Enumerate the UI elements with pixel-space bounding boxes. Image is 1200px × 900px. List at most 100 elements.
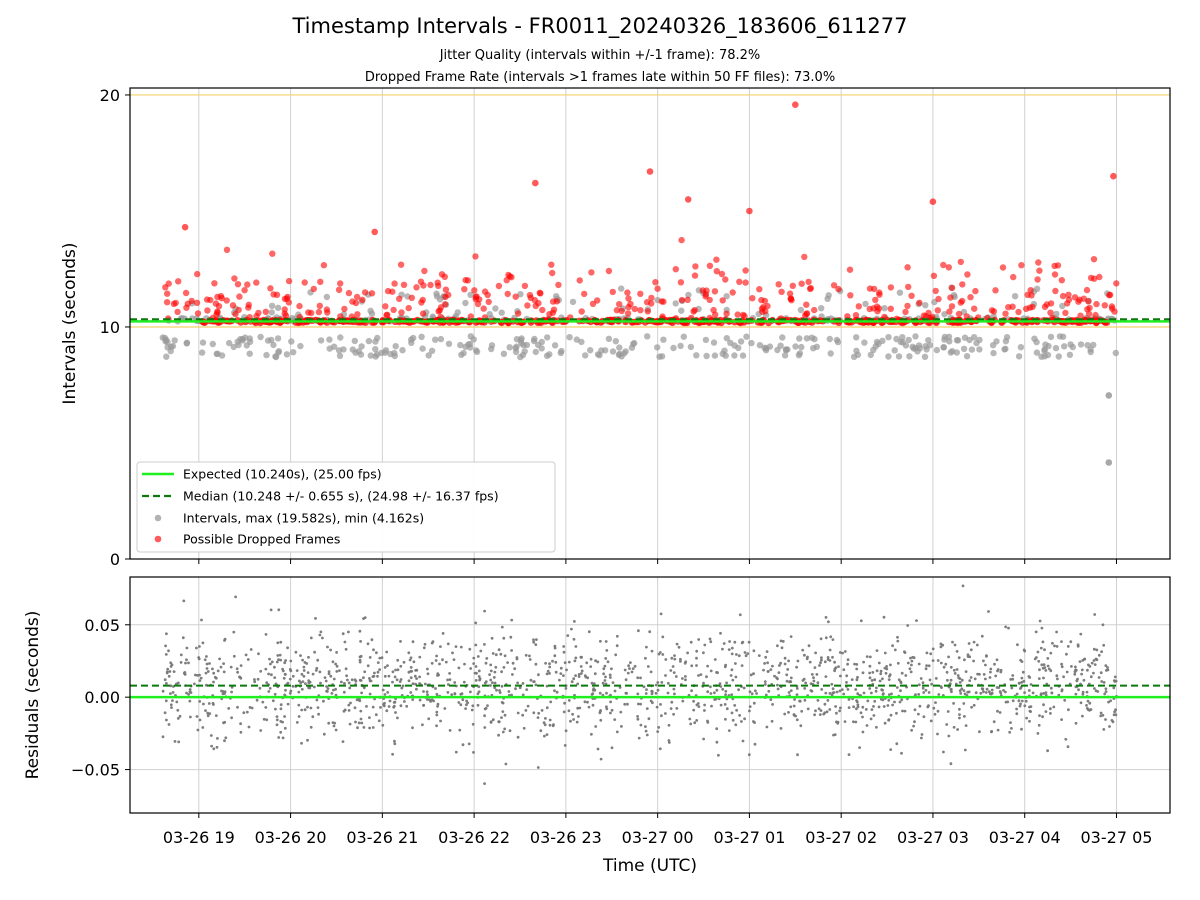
residual-point: [829, 635, 833, 639]
residual-point: [728, 640, 731, 643]
residual-point: [521, 693, 525, 697]
interval-point: [551, 342, 559, 349]
residual-point: [559, 672, 563, 675]
dropped-frame-point: [1086, 304, 1093, 312]
residual-point: [998, 711, 1002, 714]
dropped-frame-point: [872, 296, 879, 304]
residual-point: [1010, 727, 1013, 730]
residual-point: [679, 660, 682, 663]
residual-point: [540, 709, 544, 712]
residual-point: [418, 655, 422, 659]
residual-point: [501, 701, 505, 705]
dropped-frame-point: [419, 310, 427, 317]
dropped-frame-point: [1091, 275, 1098, 282]
interval-point: [1084, 342, 1091, 349]
interval-point: [498, 309, 505, 316]
residual-point: [649, 670, 653, 674]
residual-point: [861, 730, 865, 734]
interval-point: [1061, 343, 1068, 350]
residual-point: [176, 708, 180, 712]
interval-point: [940, 344, 947, 351]
residual-point: [1004, 690, 1007, 694]
residual-point: [343, 708, 347, 712]
interval-point: [428, 347, 436, 354]
residual-point: [177, 740, 181, 744]
residual-point: [1100, 650, 1103, 654]
interval-point: [853, 334, 860, 341]
top-y-tick-label: 10: [100, 318, 120, 337]
residual-point: [929, 719, 933, 723]
residual-point: [958, 681, 962, 684]
residual-point: [852, 720, 855, 724]
residual-point: [483, 643, 486, 646]
residual-point: [212, 703, 215, 706]
residual-point: [810, 673, 814, 676]
residual-point: [562, 645, 566, 648]
residual-point: [692, 708, 696, 712]
residual-point: [1043, 648, 1046, 652]
dropped-frame-point: [467, 313, 474, 320]
residual-point: [236, 705, 239, 709]
residual-point: [900, 698, 904, 702]
residual-point: [474, 665, 478, 668]
residual-point: [436, 702, 440, 706]
residual-point: [984, 691, 988, 694]
interval-point: [270, 341, 277, 349]
interval-point: [521, 348, 528, 355]
residual-point: [412, 660, 416, 664]
residual-point: [448, 672, 451, 675]
dropped-frame-point: [548, 261, 555, 268]
residual-point: [645, 645, 648, 649]
residual-point: [578, 706, 582, 710]
residual-point: [201, 641, 205, 645]
residual-point: [199, 676, 203, 680]
residual-point: [441, 658, 444, 662]
dropped-frame-point: [948, 284, 956, 292]
residual-point: [882, 705, 886, 708]
interval-point: [774, 346, 781, 354]
residual-point: [823, 702, 827, 706]
residual-point: [770, 719, 774, 723]
residual-point: [535, 638, 538, 641]
residual-point: [267, 690, 271, 693]
residual-point: [749, 673, 753, 677]
interval-point: [1011, 293, 1019, 300]
residual-point: [1086, 668, 1089, 672]
residual-point: [205, 662, 209, 666]
interval-point: [711, 352, 719, 359]
residual-point: [709, 692, 713, 695]
interval-point: [198, 349, 206, 356]
dropped-frame-point: [625, 303, 632, 311]
residual-point: [703, 709, 706, 712]
dropped-frame-point: [1002, 310, 1009, 317]
x-tick-label: 03-26 20: [255, 828, 327, 847]
residual-point: [216, 669, 220, 673]
dropped-frame-point: [1059, 292, 1067, 300]
residual-point: [470, 708, 474, 712]
interval-point: [990, 349, 997, 357]
residual-point: [1029, 705, 1033, 708]
residual-point: [785, 673, 789, 677]
residual-point: [347, 709, 351, 712]
dropped-frame-point: [764, 302, 771, 310]
residual-point: [913, 720, 916, 724]
residual-point: [267, 672, 270, 676]
residual-point: [223, 739, 226, 743]
interval-point: [731, 352, 738, 359]
interval-point: [803, 335, 811, 342]
dropped-frame-point: [613, 307, 621, 314]
residual-point: [718, 682, 722, 686]
residuals-panel: 0.050.00−0.05 03-26 19 03-26 20 03-26 21 03…: [23, 576, 1171, 876]
residual-point: [313, 650, 316, 654]
interval-point: [680, 333, 687, 340]
residual-point: [283, 693, 287, 697]
residual-point: [329, 674, 333, 678]
residual-point: [891, 703, 894, 707]
dropped-frame-point: [172, 299, 179, 307]
residual-point: [748, 709, 751, 713]
residual-point: [474, 621, 478, 625]
interval-point: [1066, 351, 1074, 358]
interval-point: [163, 353, 170, 360]
residual-point: [495, 688, 498, 692]
residual-point: [865, 655, 869, 658]
